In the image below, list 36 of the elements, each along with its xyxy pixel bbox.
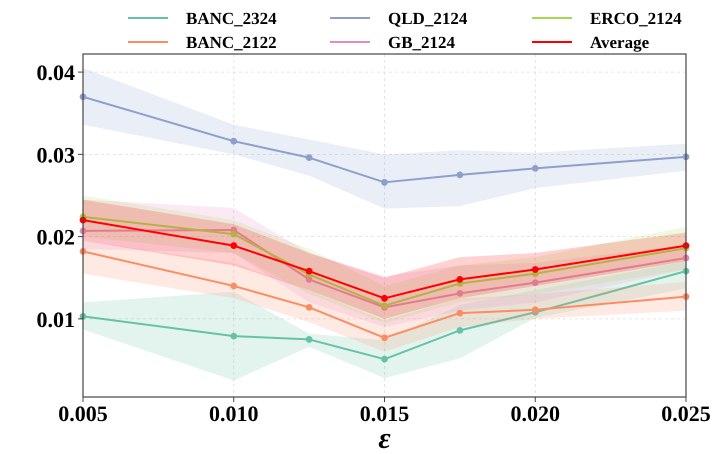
point (532, 164, 539, 172)
point (230, 282, 238, 290)
legend-label: BANC_2122 (186, 33, 277, 52)
point (381, 356, 388, 363)
point (456, 290, 464, 297)
legend-label: GB_2124 (388, 33, 456, 52)
legend-label: BANC_2324 (186, 9, 278, 28)
legend-label: Average (590, 33, 650, 52)
point (306, 268, 313, 275)
point (456, 172, 464, 178)
x-tick-label: 0.010 (209, 401, 258, 426)
point (230, 230, 238, 238)
point (456, 326, 464, 334)
point (381, 294, 388, 302)
point (230, 332, 238, 340)
point (230, 242, 238, 250)
point (306, 336, 313, 343)
x-tick-label: 0.005 (58, 401, 108, 426)
point (456, 310, 464, 316)
point (381, 334, 388, 342)
point (532, 266, 539, 273)
y-tick-label: 0.02 (36, 224, 75, 250)
point (230, 138, 238, 145)
point (306, 304, 313, 311)
legend-label: QLD_2124 (388, 9, 468, 28)
point (456, 276, 464, 283)
legend-label: ERCO_2124 (590, 9, 682, 28)
x-tick-label: 0.020 (510, 401, 560, 426)
point (381, 178, 388, 186)
x-tick-label: 0.025 (661, 401, 711, 426)
point (532, 306, 539, 314)
y-tick-label: 0.04 (36, 60, 75, 86)
point (532, 279, 539, 286)
y-tick-label: 0.03 (36, 142, 75, 168)
point (306, 154, 313, 162)
y-tick-label: 0.01 (36, 306, 75, 332)
